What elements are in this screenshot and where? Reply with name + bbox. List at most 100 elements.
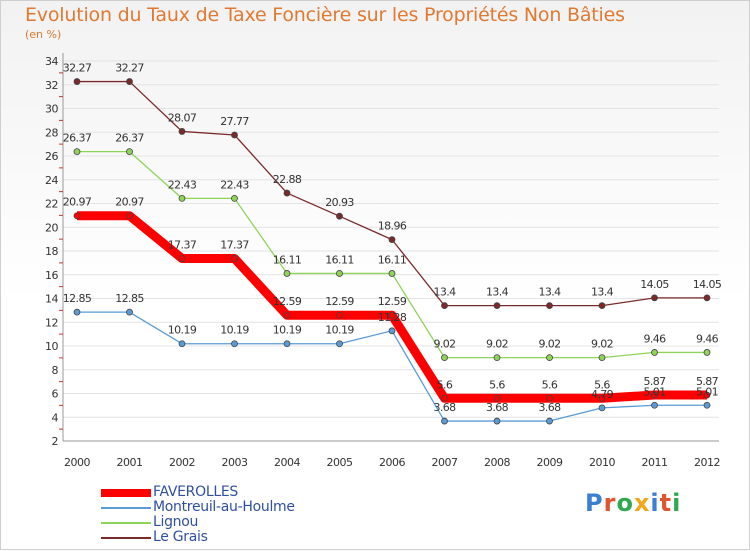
data-label: 12.59 — [325, 295, 354, 308]
data-point — [598, 404, 606, 412]
x-tick-label: 2010 — [589, 456, 615, 469]
data-point — [441, 394, 448, 402]
data-point — [651, 391, 658, 399]
data-label: 5.6 — [489, 378, 505, 391]
data-point — [73, 308, 81, 316]
data-point — [73, 78, 81, 85]
y-tick-label: 8 — [52, 364, 59, 377]
data-label: 32.27 — [63, 62, 92, 75]
data-label: 5.87 — [696, 375, 719, 388]
data-label: 13.4 — [486, 286, 509, 299]
data-point — [73, 148, 81, 156]
data-label: 4.79 — [591, 388, 614, 401]
y-tick-label: 32 — [45, 79, 58, 92]
data-point — [651, 294, 658, 302]
data-point — [388, 270, 396, 277]
data-label: 22.43 — [168, 178, 197, 191]
data-point — [178, 128, 186, 135]
data-label: 14.05 — [693, 278, 722, 291]
data-point — [178, 255, 186, 262]
data-label: 5.6 — [542, 378, 558, 391]
data-label: 14.05 — [640, 278, 669, 291]
data-label: 10.19 — [168, 324, 197, 337]
data-point — [126, 148, 133, 156]
x-tick-label: 2006 — [379, 456, 405, 469]
logo-letter: x — [633, 489, 651, 517]
legend-label: Montreuil-au-Houlme — [153, 499, 295, 515]
y-tick-label: 22 — [45, 198, 58, 211]
y-tick-label: 6 — [52, 388, 59, 401]
data-point — [283, 189, 291, 197]
data-label: 13.4 — [591, 286, 614, 299]
data-point — [703, 349, 711, 356]
logo-letter: o — [616, 489, 634, 517]
x-tick-label: 2008 — [484, 456, 510, 469]
y-tick-label: 30 — [45, 103, 58, 116]
data-point — [703, 294, 711, 302]
data-point — [598, 354, 606, 362]
y-tick-label: 10 — [45, 340, 58, 353]
data-label: 12.85 — [115, 292, 144, 305]
data-point — [126, 212, 133, 220]
y-tick-label: 12 — [45, 316, 58, 329]
data-point — [126, 308, 133, 316]
data-point — [651, 401, 658, 409]
data-label: 3.68 — [538, 401, 561, 414]
data-label: 13.4 — [433, 286, 456, 299]
data-label: 17.37 — [220, 238, 249, 251]
y-tick-label: 26 — [45, 150, 58, 163]
y-tick-label: 34 — [45, 55, 58, 68]
logo-letter: P — [585, 489, 604, 517]
legend-label: Lignou — [153, 514, 199, 530]
data-label: 13.4 — [538, 286, 561, 299]
data-point — [493, 394, 501, 402]
y-tick-label: 4 — [52, 411, 59, 424]
data-label: 9.02 — [433, 338, 455, 351]
x-tick-label: 2004 — [274, 456, 300, 469]
data-label: 12.85 — [63, 292, 92, 305]
data-point — [546, 417, 553, 425]
data-point — [336, 270, 343, 277]
data-label: 5.6 — [437, 378, 453, 391]
data-label: 12.59 — [378, 295, 407, 308]
data-label: 16.11 — [273, 253, 302, 266]
x-tick-label: 2005 — [327, 456, 353, 469]
data-label: 20.93 — [325, 196, 354, 209]
data-point — [283, 340, 291, 348]
logo-letter: i — [650, 489, 660, 517]
data-point — [546, 394, 553, 402]
x-tick-label: 2000 — [64, 456, 90, 469]
y-tick-label: 24 — [45, 174, 58, 187]
data-label: 12.59 — [273, 295, 302, 308]
x-tick-label: 2009 — [537, 456, 563, 469]
data-point — [231, 340, 238, 348]
data-point — [336, 311, 343, 319]
y-tick-label: 14 — [45, 293, 58, 306]
data-label: 32.27 — [115, 62, 144, 75]
legend-swatch — [101, 507, 151, 509]
y-tick-label: 2 — [52, 435, 59, 448]
legend-label: Le Grais — [153, 529, 208, 545]
data-label: 20.97 — [115, 196, 144, 209]
data-label: 18.96 — [378, 220, 407, 233]
data-label: 9.02 — [538, 338, 560, 351]
legend-label: FAVEROLLES — [153, 484, 238, 500]
x-tick-label: 2007 — [432, 456, 458, 469]
data-label: 16.11 — [378, 253, 407, 266]
data-label: 10.19 — [220, 324, 249, 337]
data-point — [703, 401, 711, 409]
legend-swatch — [101, 522, 151, 524]
y-tick-label: 20 — [45, 221, 58, 234]
data-point — [283, 311, 291, 319]
x-tick-label: 2001 — [117, 456, 143, 469]
logo-letter: t — [659, 489, 673, 517]
x-tick-label: 2012 — [694, 456, 720, 469]
data-point — [231, 194, 238, 202]
y-tick-label: 16 — [45, 269, 58, 282]
x-tick-label: 2002 — [169, 456, 195, 469]
data-label: 3.68 — [486, 401, 509, 414]
data-point — [231, 131, 238, 139]
data-label: 27.77 — [220, 115, 249, 128]
